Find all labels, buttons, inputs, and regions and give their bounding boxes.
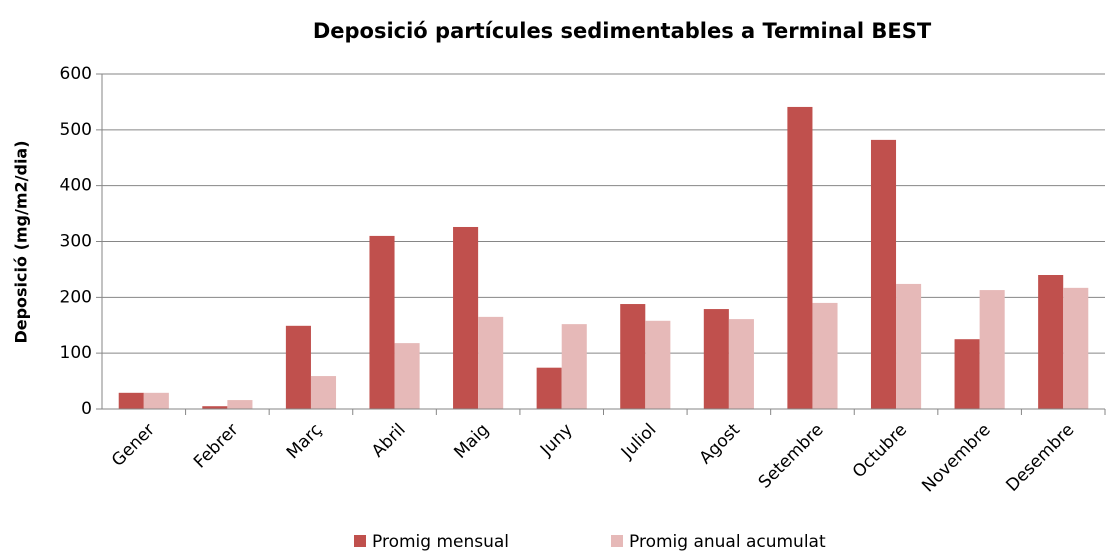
legend-label: Promig anual acumulat [629,532,826,552]
legend-label: Promig mensual [372,532,509,552]
bar [285,325,311,409]
bar [536,367,562,409]
bar [369,235,395,409]
y-tick-label: 0 [81,399,92,419]
y-axis-label: Deposició (mg/m2/dia) [12,140,31,343]
x-tick-label: Agost [696,420,745,469]
bar [227,400,253,409]
bar [310,376,337,409]
y-tick-label: 600 [60,64,92,84]
y-tick-label: 300 [60,232,92,252]
bar [118,392,144,409]
bar [896,283,922,409]
bar [728,319,754,409]
x-tick-label: Febrer [190,420,242,472]
bar [1038,275,1064,409]
x-tick-label: Juliol [617,420,660,463]
x-tick-label: Setembre [755,420,828,493]
y-tick-label: 400 [60,176,92,196]
bar [561,324,587,409]
bar [954,339,980,409]
x-tick-label: Març [283,420,326,463]
bar [979,290,1005,409]
bar [703,309,729,409]
x-tick-label: Abril [368,420,410,462]
x-tick-label: Gener [108,420,159,471]
bar [143,392,169,409]
chart-title: Deposició partícules sedimentables a Ter… [313,19,932,43]
legend-swatch [354,535,366,547]
y-tick-label: 100 [60,343,92,363]
x-tick-label: Octubre [849,420,911,482]
x-tick-label: Desembre [1002,420,1078,496]
bar [620,304,646,409]
legend-swatch [611,535,623,547]
x-tick-label: Juny [536,420,577,461]
x-tick-label: Maig [450,420,493,463]
bar [478,316,504,409]
bar [202,406,228,409]
bar [453,226,479,409]
bar [645,320,671,409]
bar [870,139,897,409]
bar [787,106,813,410]
bar [812,302,838,409]
y-tick-label: 200 [60,287,92,307]
bar [1063,287,1089,409]
bar [394,343,420,409]
y-tick-label: 500 [60,120,92,140]
x-tick-label: Novembre [918,420,994,496]
